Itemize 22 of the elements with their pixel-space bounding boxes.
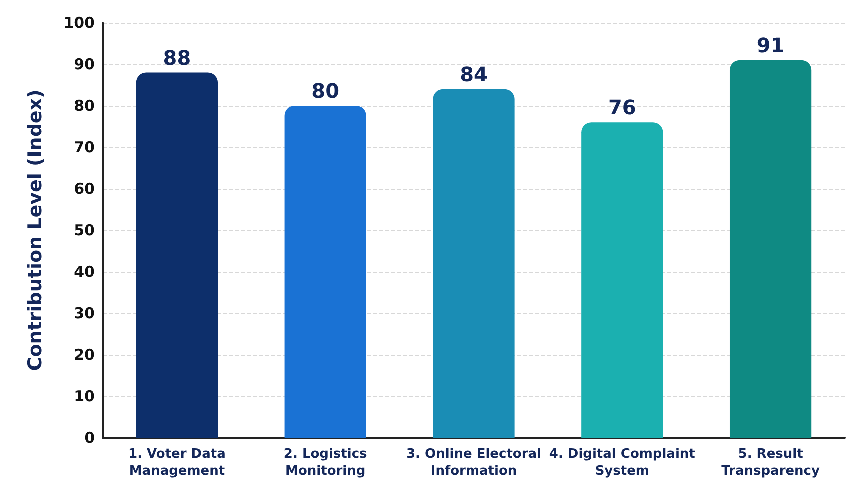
y-tick-label: 100 xyxy=(64,14,95,32)
data-label: 88 xyxy=(163,46,192,70)
data-label: 80 xyxy=(312,79,340,103)
x-tick-label: 5. Result Transparency xyxy=(722,447,821,479)
y-tick-label: 40 xyxy=(74,263,95,281)
y-tick-label: 20 xyxy=(74,346,95,364)
y-tick-label: 60 xyxy=(74,180,95,198)
x-tick-label: 1. Voter Data Management xyxy=(128,447,226,479)
y-tick-label: 30 xyxy=(74,304,95,322)
y-tick-label: 70 xyxy=(74,138,95,156)
y-axis-title: Contribution Level (Index) xyxy=(24,90,46,372)
y-tick-label: 90 xyxy=(74,56,95,74)
y-tick-label: 50 xyxy=(74,222,95,240)
data-label: 91 xyxy=(756,33,785,58)
y-tick-label: 10 xyxy=(74,388,95,406)
y-tick-label: 0 xyxy=(84,429,95,447)
data-label: 76 xyxy=(608,96,636,120)
y-tick-label: 80 xyxy=(74,97,95,115)
x-tick-label: 4. Digital Complaint System xyxy=(549,447,696,479)
data-label: 84 xyxy=(460,62,488,86)
x-tick-label: 3. Online Electoral Information xyxy=(406,447,542,479)
x-tick-label: 2. Logistics Monitoring xyxy=(284,447,368,479)
